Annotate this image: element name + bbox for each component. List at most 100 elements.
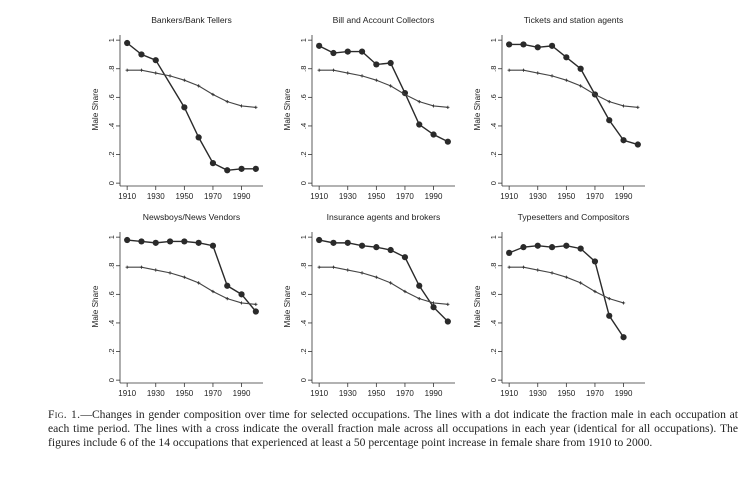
x-tick-label: 1970 xyxy=(586,389,604,398)
overall-point xyxy=(211,92,215,97)
occupation-point xyxy=(444,138,451,145)
occupation-point xyxy=(620,334,627,341)
overall-point xyxy=(239,104,244,108)
x-tick-label: 1950 xyxy=(175,192,193,201)
overall-point xyxy=(593,92,597,97)
y-axis-label: Male Share xyxy=(473,285,482,327)
y-tick-label: .8 xyxy=(489,263,498,269)
overall-series-line xyxy=(127,69,256,108)
overall-point xyxy=(125,68,129,72)
overall-point xyxy=(317,265,321,269)
x-tick-label: 1970 xyxy=(586,192,604,201)
overall-point xyxy=(564,275,568,279)
overall-point xyxy=(536,71,540,75)
overall-point xyxy=(331,265,336,269)
occupation-series-line xyxy=(126,42,256,171)
x-tick-label: 1990 xyxy=(615,389,633,398)
occupation-point xyxy=(344,48,351,55)
x-tick-label: 1930 xyxy=(147,192,165,201)
overall-point xyxy=(154,71,158,75)
overall-point xyxy=(550,74,554,78)
x-tick-label: 1930 xyxy=(339,389,357,398)
occupation-point xyxy=(181,104,188,111)
x-tick-label: 1910 xyxy=(310,389,328,398)
y-tick-label: 0 xyxy=(489,378,498,382)
caption-text: —Changes in gender composition over time… xyxy=(48,408,738,450)
occupation-point xyxy=(138,238,145,245)
y-tick-label: .4 xyxy=(299,320,308,326)
occupation-series-line xyxy=(509,43,639,146)
occupation-point xyxy=(124,39,131,47)
overall-point xyxy=(621,301,626,305)
y-tick-label: 0 xyxy=(489,181,498,185)
x-tick-label: 1930 xyxy=(529,192,547,201)
occupation-series-line xyxy=(127,239,257,312)
overall-point xyxy=(360,271,364,275)
overall-point xyxy=(446,105,450,109)
y-tick-label: .4 xyxy=(489,123,498,129)
x-tick-label: 1930 xyxy=(529,389,547,398)
y-tick-label: 0 xyxy=(107,181,116,185)
overall-point xyxy=(403,289,407,294)
overall-point xyxy=(346,268,350,272)
occupation-point xyxy=(520,41,527,48)
y-tick-label: .6 xyxy=(489,94,498,100)
chart-title: Tickets and station agents xyxy=(524,15,624,25)
occupation-point xyxy=(606,312,613,319)
overall-point xyxy=(168,271,172,275)
overall-point xyxy=(607,100,611,104)
overall-point xyxy=(331,68,336,72)
x-tick-label: 1990 xyxy=(425,389,443,398)
y-tick-label: .2 xyxy=(107,151,116,157)
overall-point xyxy=(564,78,568,82)
x-tick-label: 1910 xyxy=(118,192,136,201)
overall-point xyxy=(521,68,526,72)
overall-series-line xyxy=(319,69,448,108)
x-tick-label: 1910 xyxy=(500,192,518,201)
overall-point xyxy=(139,68,144,72)
y-tick-label: .4 xyxy=(107,320,116,326)
y-tick-label: .8 xyxy=(299,66,308,72)
overall-point xyxy=(403,92,407,97)
chart-panel: Insurance agents and brokers 0 .2 .4 .6 .8 1 Ma… xyxy=(283,212,455,398)
overall-point xyxy=(507,265,511,269)
occupation-point xyxy=(209,242,217,249)
occupation-point xyxy=(563,242,570,249)
chart-panel: Bankers/Bank Tellers 0 .2 .4 .6 .8 1 Male Share… xyxy=(91,15,263,201)
occupation-point xyxy=(430,131,437,138)
occupation-point xyxy=(224,167,231,174)
y-tick-label: .2 xyxy=(489,151,498,157)
occupation-point xyxy=(506,249,513,256)
x-tick-label: 1950 xyxy=(175,389,193,398)
x-tick-label: 1910 xyxy=(500,389,518,398)
caption-label: Fig. 1. xyxy=(48,408,81,421)
y-tick-label: .4 xyxy=(107,123,116,129)
overall-point xyxy=(579,281,583,285)
occupation-point xyxy=(534,44,541,51)
occupation-series-line xyxy=(508,245,625,338)
occupation-point xyxy=(195,239,202,246)
overall-series-line xyxy=(509,69,638,108)
occupation-point xyxy=(195,134,202,141)
overall-point xyxy=(197,84,201,88)
y-tick-label: .8 xyxy=(489,66,498,72)
occupation-point xyxy=(316,42,323,49)
occupation-point xyxy=(316,236,323,244)
occupation-series-line xyxy=(319,239,449,323)
occupation-point xyxy=(620,137,627,144)
occupation-point xyxy=(373,61,380,68)
x-tick-label: 1970 xyxy=(204,192,222,201)
overall-point xyxy=(374,78,378,82)
occupation-point xyxy=(358,48,366,55)
y-tick-label: .2 xyxy=(299,151,308,157)
occupation-point xyxy=(252,165,259,172)
occupation-point xyxy=(181,238,188,245)
y-tick-label: .2 xyxy=(107,348,116,354)
occupation-point xyxy=(444,318,451,325)
overall-point xyxy=(621,104,626,108)
occupation-point xyxy=(238,291,245,298)
chart-title: Insurance agents and brokers xyxy=(327,212,441,222)
occupation-point xyxy=(401,254,409,261)
occupation-point xyxy=(358,242,366,249)
y-tick-label: 1 xyxy=(489,235,498,239)
